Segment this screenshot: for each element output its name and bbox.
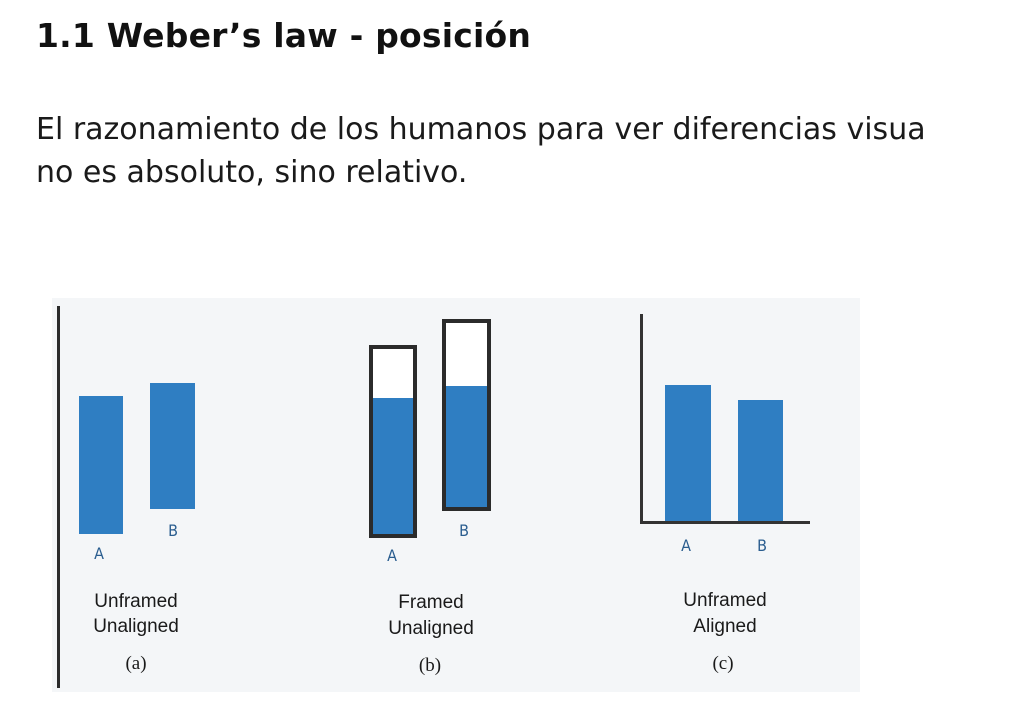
panel-c-bar-b bbox=[738, 400, 783, 521]
panel-c-label-a: A bbox=[681, 536, 691, 555]
panel-a-label-b: B bbox=[168, 521, 178, 540]
paragraph-line-2: no es absoluto, sino relativo. bbox=[36, 155, 468, 190]
panel-b-label-a: A bbox=[387, 546, 397, 565]
panel-b: A B Framed Unaligned (b) bbox=[369, 319, 491, 676]
slide-title: 1.1 Weber’s law - posición bbox=[36, 16, 532, 55]
panel-a-letter: (a) bbox=[125, 653, 146, 674]
panel-a-caption-line-1: Unframed bbox=[94, 591, 177, 612]
panel-c-label-b: B bbox=[757, 536, 767, 555]
weber-law-figure: A B Unframed Unaligned (a) A B Framed Un… bbox=[52, 298, 860, 692]
panel-c: A B Unframed Aligned (c) bbox=[640, 314, 810, 674]
panel-a-caption-line-2: Unaligned bbox=[93, 616, 179, 637]
paragraph-line-1: El razonamiento de los humanos para ver … bbox=[36, 112, 926, 147]
panel-c-y-axis bbox=[640, 314, 643, 524]
slide-paragraph: El razonamiento de los humanos para ver … bbox=[36, 108, 926, 194]
panel-a-bar-b bbox=[150, 383, 195, 509]
figure-left-rule bbox=[57, 306, 60, 688]
panel-b-bar-b bbox=[446, 386, 487, 507]
panel-b-caption-line-2: Unaligned bbox=[388, 618, 474, 639]
panel-b-bar-a bbox=[373, 398, 413, 534]
panel-c-caption-line-2: Aligned bbox=[693, 616, 756, 637]
panel-c-bar-a bbox=[665, 385, 711, 521]
panel-c-x-axis bbox=[640, 521, 810, 524]
panel-b-letter: (b) bbox=[419, 655, 441, 676]
panel-b-caption-line-1: Framed bbox=[398, 592, 463, 613]
panel-c-letter: (c) bbox=[712, 653, 733, 674]
panel-a-label-a: A bbox=[94, 544, 104, 563]
panel-a-bar-a bbox=[79, 396, 123, 534]
panel-b-label-b: B bbox=[459, 521, 469, 540]
figure-canvas: A B Unframed Unaligned (a) A B Framed Un… bbox=[57, 306, 810, 688]
panel-c-caption-line-1: Unframed bbox=[683, 590, 766, 611]
panel-a: A B Unframed Unaligned (a) bbox=[79, 383, 195, 674]
